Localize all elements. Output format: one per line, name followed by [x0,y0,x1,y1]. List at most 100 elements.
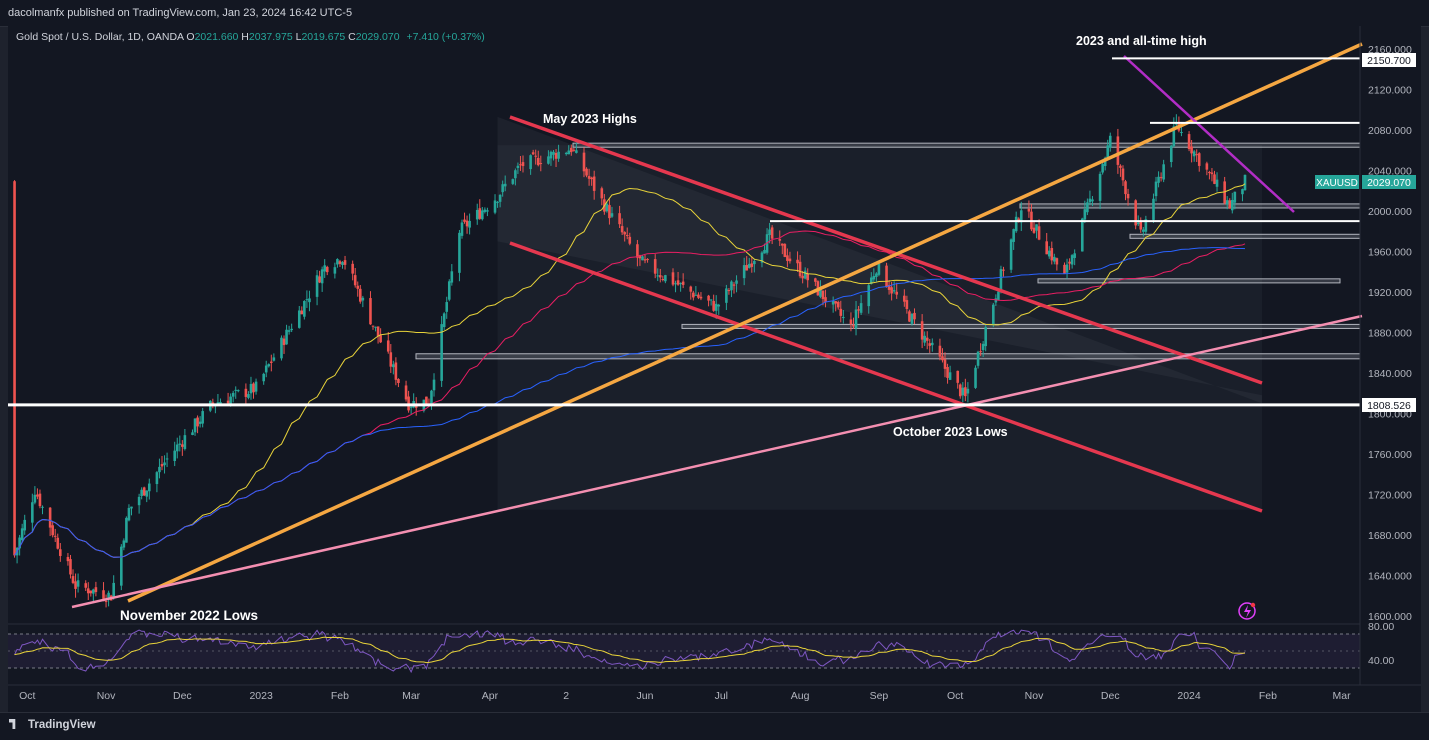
candle-body [234,389,238,391]
xauusd-last-price: 2029.070 [1367,177,1411,189]
candle-body [389,352,393,367]
candle-body [76,580,80,587]
candle-body [539,163,543,165]
candle-body [173,450,177,462]
x-tick-label: Jun [637,690,654,702]
candle-body [1108,135,1112,148]
candle-body [338,261,342,264]
candle-body [1159,177,1163,179]
tradingview-logo[interactable]: TradingView [9,719,96,731]
candle-body [69,559,72,575]
candle-body [1152,198,1155,220]
candle-body [308,298,311,303]
candle-body [127,507,131,521]
candle-body [1228,200,1232,209]
candle-body [404,385,408,400]
candle-body [1068,261,1071,264]
candle-body [280,337,283,359]
candle-body [877,263,881,275]
candle-body [641,256,644,261]
price-label-2150: 2150.700 [1362,53,1416,67]
open-value: 2021.660 [194,31,239,43]
candle-body [496,201,499,203]
candle-body [303,300,306,317]
candle-body [628,236,632,244]
candle-body [290,328,293,331]
candle-body [1091,199,1094,202]
candle-body [341,262,344,265]
candle-body [536,157,540,166]
chart-pane[interactable] [8,26,1421,712]
channel-shade-lower [497,405,1262,510]
candle-body [231,392,235,397]
high-value: 2037.975 [248,31,293,43]
x-tick-label: Dec [173,690,192,702]
candle-body [839,308,843,316]
candle-body [447,281,451,300]
candle-body [529,155,532,170]
candle-body [247,394,250,398]
rsi-y-tick-label: 40.00 [1368,655,1394,667]
candle-body [48,507,52,528]
candle-body [112,582,115,599]
support-resistance-zone [415,353,1361,360]
candle-body [938,345,942,357]
candle-body [1014,216,1018,232]
candle-body [440,324,443,381]
candle-body [20,528,24,541]
candle-body [1225,200,1229,205]
candle-body [158,466,161,473]
candle-body [1208,172,1211,174]
candle-body [747,263,751,268]
rsi-y-tick-label: 80.00 [1368,621,1394,633]
rsi-signal-line [14,636,1246,664]
candle-body [478,208,482,219]
change-value: +7.410 (+0.37%) [406,31,485,43]
candle-body [305,299,309,301]
candle-body [56,537,60,549]
candle-body [287,330,291,332]
candle-body [376,326,380,337]
candle-body [1124,181,1127,195]
candle-body [931,342,934,346]
candle-body [750,263,754,267]
candle-body [125,517,128,543]
candle-body [745,265,749,271]
candle-body [226,400,230,404]
candle-body [554,153,558,159]
candle-body [198,421,202,424]
candle-body [803,270,807,279]
candle-body [1106,145,1110,158]
candle-body [183,435,187,449]
candle-body [84,583,88,588]
candle-body [371,325,375,327]
candle-body [653,259,657,274]
candle-body [658,275,662,278]
candle-body [86,588,90,594]
candle-body [742,265,746,279]
candle-body [262,373,265,382]
candle-body [1050,248,1054,261]
candle-body [1065,264,1069,273]
candle-body [1180,131,1183,134]
x-tick-label: Dec [1101,690,1120,702]
candle-body [498,194,502,202]
tradingview-brand: TradingView [28,719,96,731]
candle-body [671,272,675,285]
y-tick-label: 1760.000 [1368,449,1412,461]
candle-body [1172,126,1176,147]
candle-body [463,219,466,222]
candle-body [836,301,840,308]
candle-body [760,252,764,263]
candle-body [130,506,133,509]
candle-body [923,335,926,343]
candle-body [163,462,166,466]
y-tick-label: 2080.000 [1368,125,1412,137]
lightning-alert-icon[interactable] [1238,602,1256,620]
candle-body [493,200,497,213]
x-tick-label: 2024 [1177,690,1201,702]
y-tick-label: 1840.000 [1368,368,1412,380]
candle-body [249,384,253,394]
xauusd-last-price-label: XAUUSD 2029.070 [1315,175,1416,189]
